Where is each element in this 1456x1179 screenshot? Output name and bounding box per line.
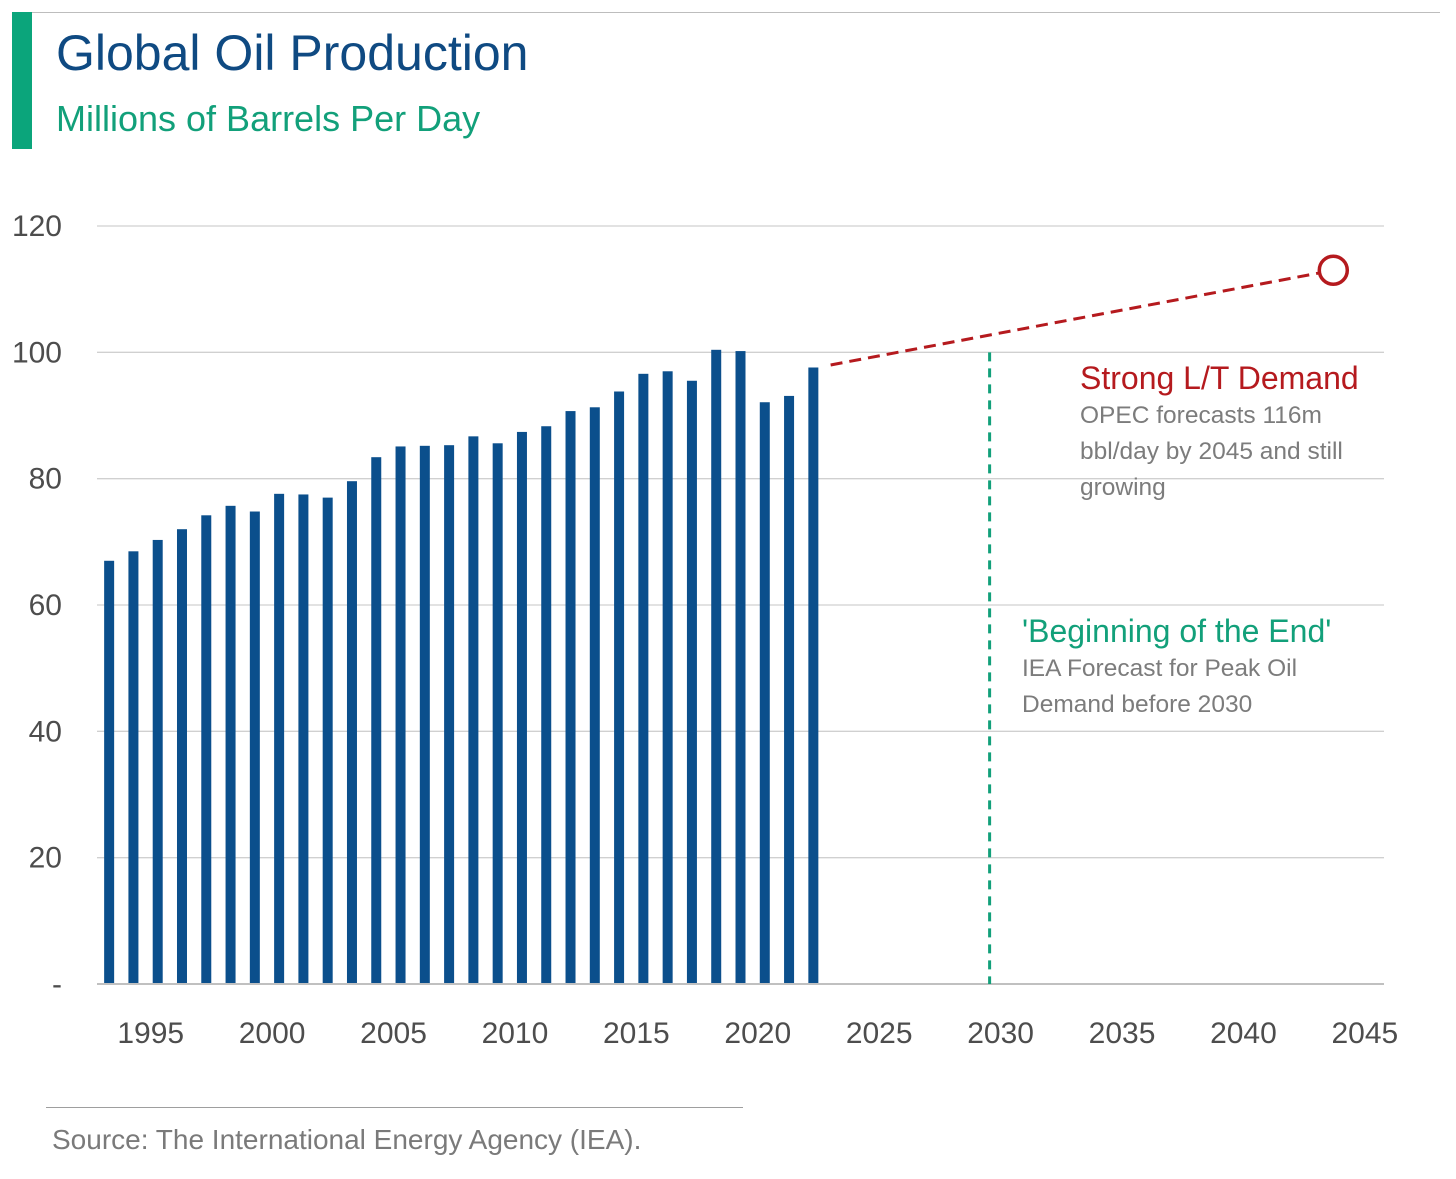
bar [492, 443, 503, 984]
bar [589, 407, 600, 984]
bar [104, 560, 115, 984]
y-tick-label: - [52, 968, 62, 1001]
bar [346, 481, 357, 984]
y-tick-label: 60 [29, 589, 62, 622]
bar [225, 505, 236, 984]
y-tick-label: 20 [29, 842, 62, 875]
bar [274, 493, 285, 984]
bar [298, 494, 309, 984]
bar [371, 457, 382, 984]
x-tick-label: 2005 [360, 1017, 427, 1050]
iea-annotation-line: Demand before 2030 [1022, 691, 1253, 718]
iea-annotation: 'Beginning of the End' IEA Forecast for … [1022, 611, 1331, 723]
forecast-trend-line [830, 270, 1324, 367]
bar [784, 395, 795, 984]
x-tick-label: 2030 [967, 1017, 1034, 1050]
opec-annotation-line: OPEC forecasts 116m [1080, 402, 1322, 429]
bar [686, 380, 697, 985]
bar [565, 411, 576, 984]
bar [638, 373, 649, 984]
top-rule [12, 12, 1440, 13]
bar [614, 391, 625, 984]
x-tick-label: 2010 [482, 1017, 549, 1050]
y-tick-label: 80 [29, 463, 62, 496]
bar [249, 511, 260, 984]
y-tick-label: 100 [12, 336, 62, 369]
opec-annotation-line: growing [1080, 474, 1166, 501]
bar [759, 402, 770, 984]
y-tick-label: 120 [12, 210, 62, 243]
source-note: Source: The International Energy Agency … [52, 1124, 642, 1155]
opec-annotation: Strong L/T Demand OPEC forecasts 116m bb… [1080, 358, 1359, 506]
chart-title: Global Oil Production [56, 25, 529, 81]
x-tick-label: 2040 [1210, 1017, 1277, 1050]
forecast-end-marker [1317, 254, 1350, 286]
bar [735, 351, 746, 984]
x-tick-label: 2020 [724, 1017, 791, 1050]
bar [444, 445, 455, 984]
bar [395, 446, 406, 984]
opec-annotation-line: bbl/day by 2045 and still [1080, 438, 1343, 465]
chart-subtitle: Millions of Barrels Per Day [56, 98, 481, 139]
iea-annotation-line: IEA Forecast for Peak Oil [1022, 655, 1298, 682]
x-tick-label: 2045 [1331, 1017, 1398, 1050]
title-accent-bar [12, 12, 32, 149]
bar [468, 436, 479, 985]
bar [662, 371, 673, 984]
bar [152, 539, 163, 984]
x-tick-label: 2025 [846, 1017, 913, 1050]
x-tick-label: 2035 [1089, 1017, 1156, 1050]
bar [128, 551, 139, 984]
source-rule [46, 1107, 743, 1108]
bar [176, 529, 187, 984]
bar [201, 515, 212, 984]
bar [711, 349, 722, 985]
bar [516, 431, 527, 984]
x-tick-label: 1995 [117, 1017, 184, 1050]
bar [322, 497, 333, 984]
x-tick-label: 2000 [239, 1017, 306, 1050]
bar [808, 367, 819, 984]
iea-annotation-title: 'Beginning of the End' [1022, 613, 1332, 649]
bar [419, 445, 430, 984]
bar [541, 426, 552, 984]
y-tick-label: 40 [29, 715, 62, 748]
opec-annotation-title: Strong L/T Demand [1080, 360, 1359, 396]
x-tick-label: 2015 [603, 1017, 670, 1050]
